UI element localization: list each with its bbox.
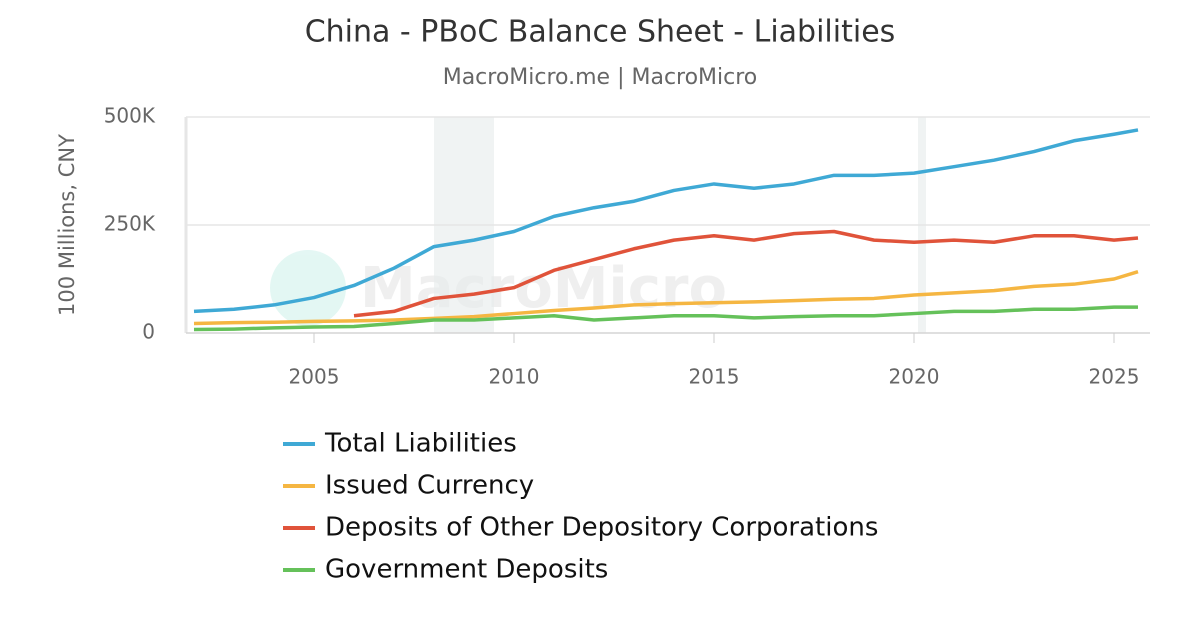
series-line [193,269,1139,326]
y-tick-label: 250K [104,212,156,236]
legend-label: Government Deposits [325,555,608,585]
x-tick-label: 2015 [689,365,740,389]
series-line [193,305,1138,332]
chart-title: China - PBoC Balance Sheet - Liabilities [305,15,896,50]
y-tick-label: 0 [142,320,155,344]
chart-subtitle: MacroMicro.me | MacroMicro [443,65,758,90]
series-line [353,229,1139,318]
watermark-logo [270,250,346,326]
legend-label: Issued Currency [325,471,534,501]
legend-label: Deposits of Other Depository Corporation… [325,513,878,543]
y-tick-label: 500K [104,104,156,128]
x-tick-label: 2005 [289,365,340,389]
legend-label: Total Liabilities [324,429,517,459]
x-tick-label: 2020 [889,365,940,389]
y-axis-label: 100 Millions, CNY [55,134,79,316]
x-tick-label: 2010 [489,365,540,389]
x-tick-label: 2025 [1089,365,1140,389]
series-line [193,128,1139,314]
